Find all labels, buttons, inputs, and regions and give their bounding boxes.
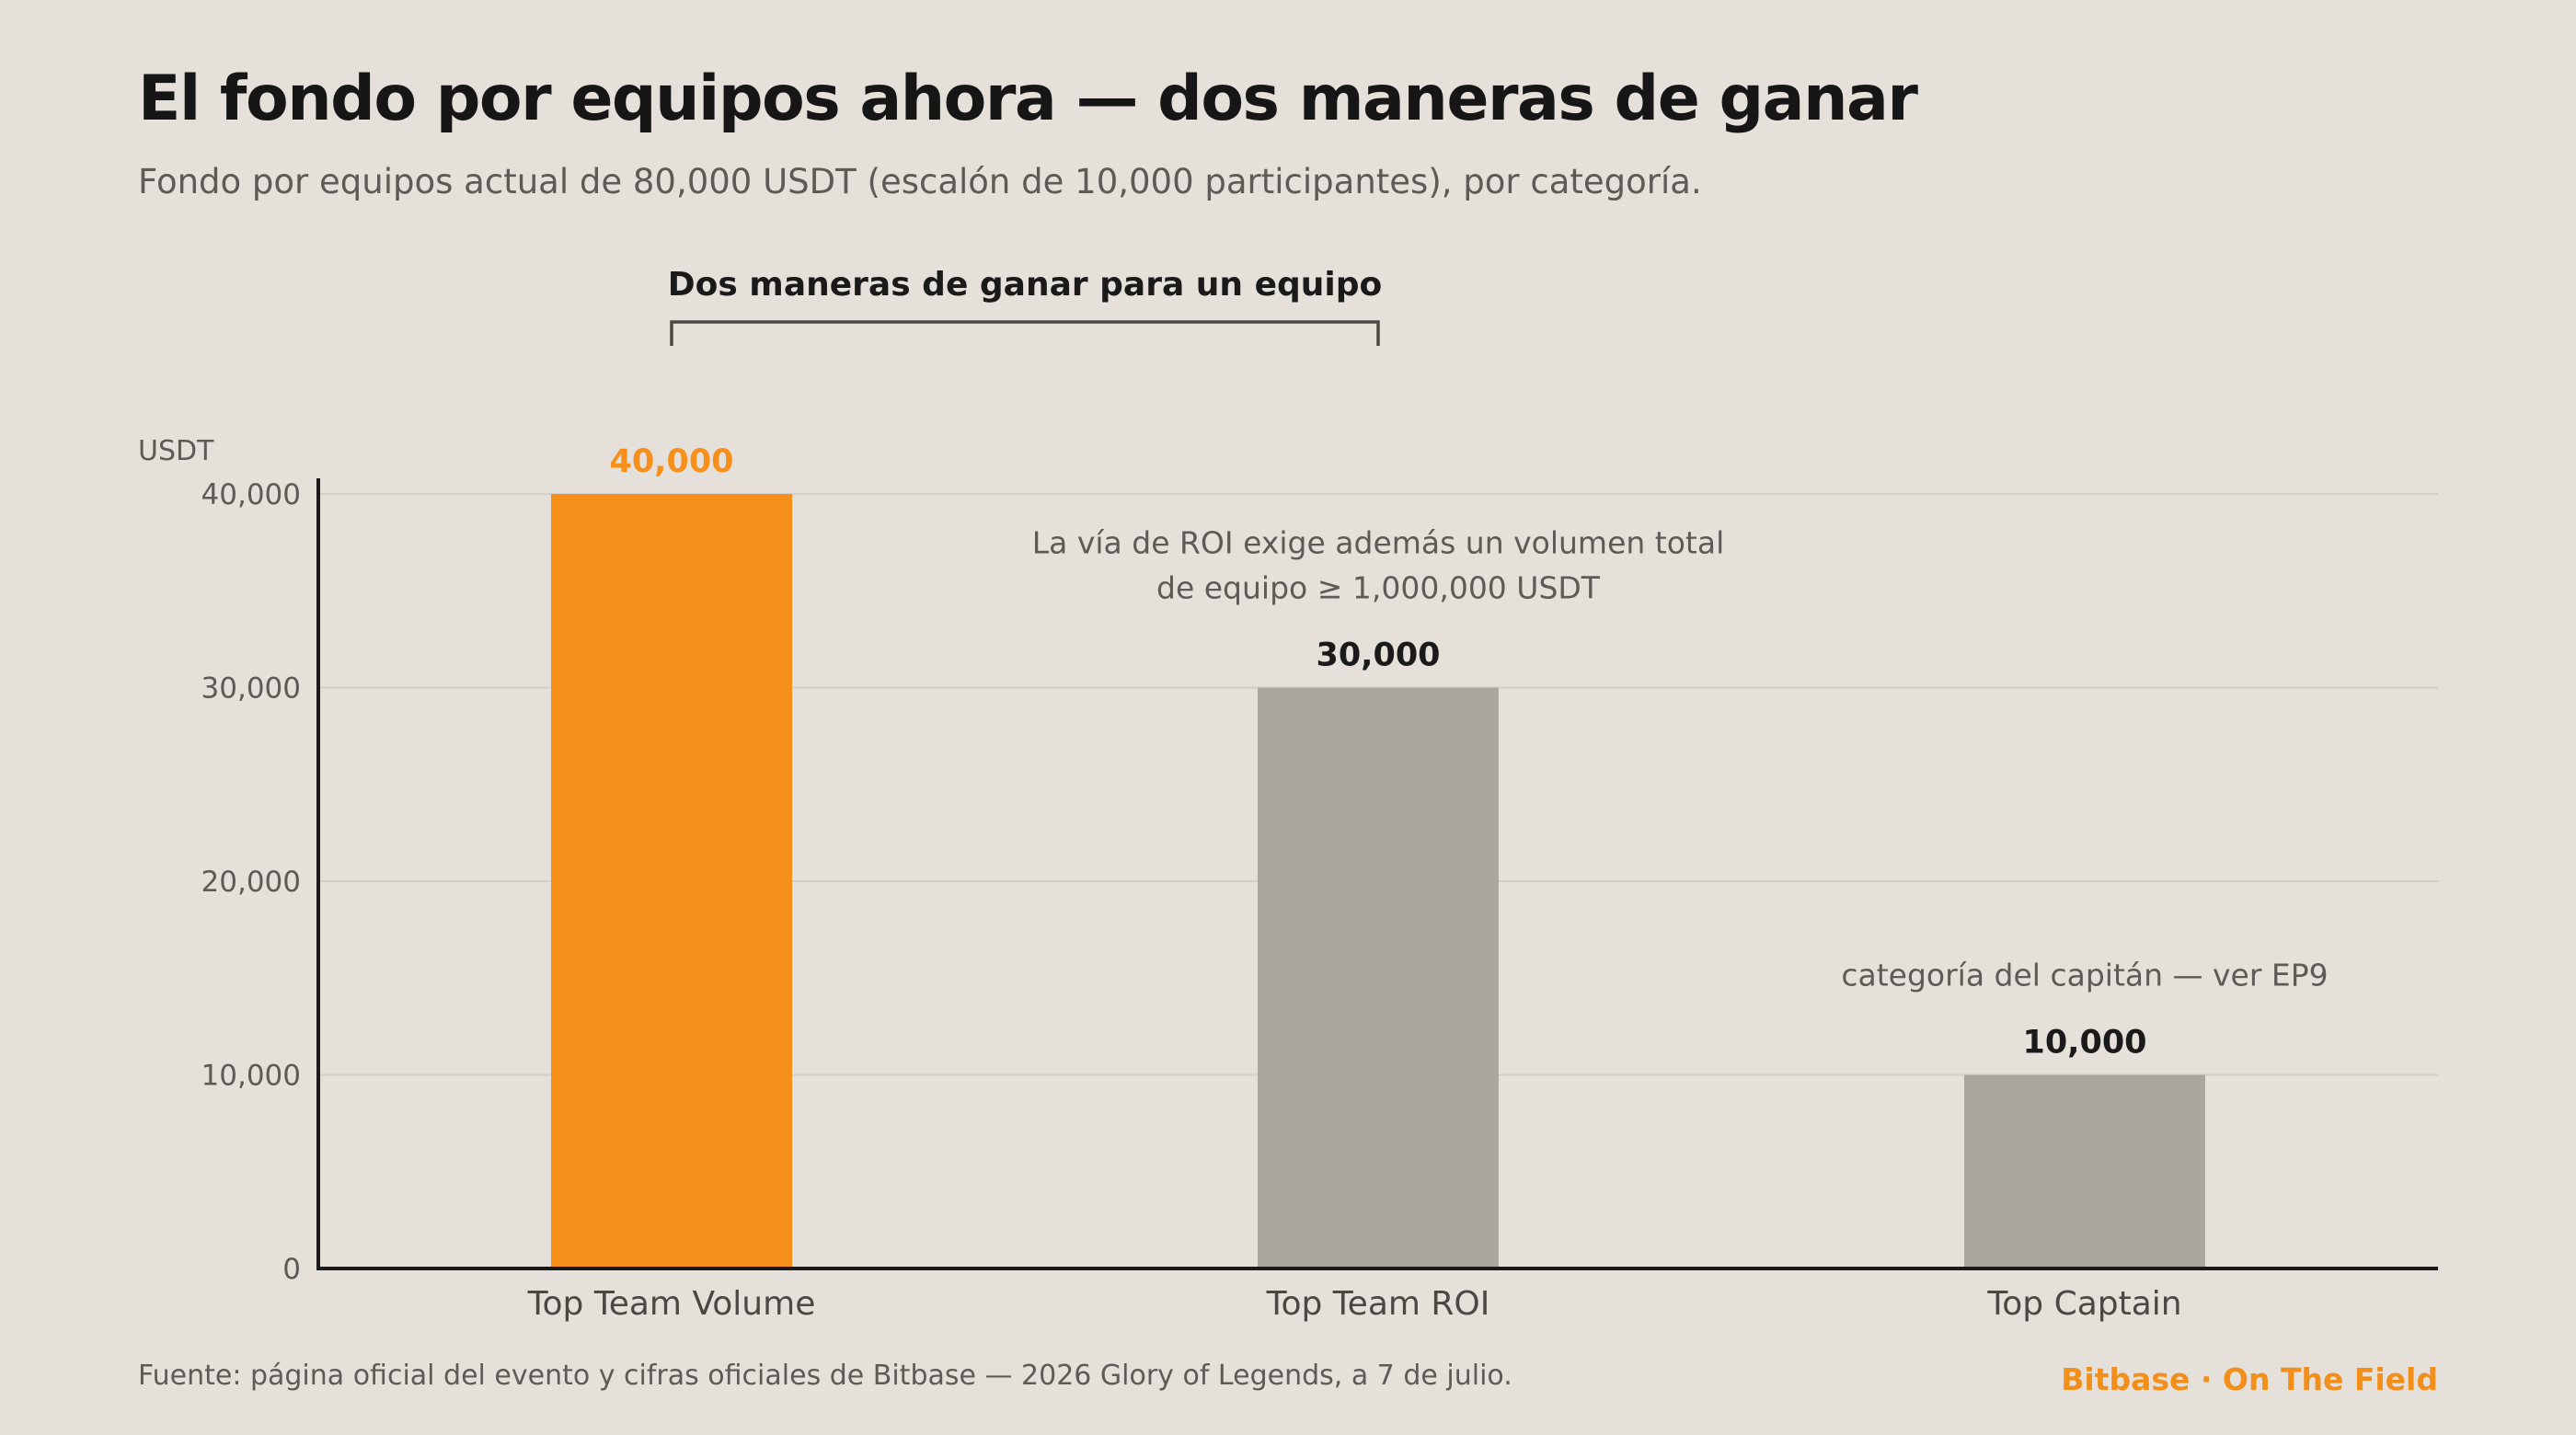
y-axis-label: USDT — [138, 435, 214, 467]
brand-label: Bitbase · On The Field — [2061, 1361, 2438, 1397]
annotation-text: de equipo ≥ 1,000,000 USDT — [1156, 570, 1601, 606]
bar-top-team-volume — [551, 494, 792, 1269]
y-tick-label: 30,000 — [201, 672, 301, 706]
bar-top-team-roi — [1258, 687, 1499, 1269]
bracket-line — [670, 320, 1380, 346]
chart-subtitle: Fondo por equipos actual de 80,000 USDT … — [138, 162, 1702, 201]
x-tick-label: Top Team ROI — [1266, 1285, 1490, 1323]
source-note: Fuente: página oficial del evento y cifr… — [138, 1360, 1512, 1392]
annotation-text: categoría del capitán — ver EP9 — [1841, 958, 2328, 993]
y-tick-label: 0 — [282, 1253, 301, 1286]
y-tick-label: 20,000 — [201, 866, 301, 899]
annotation-text: La vía de ROI exige además un volumen to… — [1032, 525, 1725, 561]
y-tick-label: 10,000 — [201, 1060, 301, 1093]
bracket-label: Dos maneras de ganar para un equipo — [668, 266, 1383, 304]
x-tick-label: Top Team Volume — [527, 1285, 816, 1323]
bar-top-captain — [1964, 1074, 2205, 1269]
value-label: 10,000 — [2022, 1025, 2146, 1062]
value-label: 30,000 — [1316, 637, 1440, 674]
value-label: 40,000 — [609, 443, 733, 480]
x-tick-label: Top Captain — [1986, 1285, 2181, 1323]
y-tick-label: 40,000 — [201, 478, 301, 511]
chart-title: El fondo por equipos ahora — dos maneras… — [138, 63, 1918, 135]
